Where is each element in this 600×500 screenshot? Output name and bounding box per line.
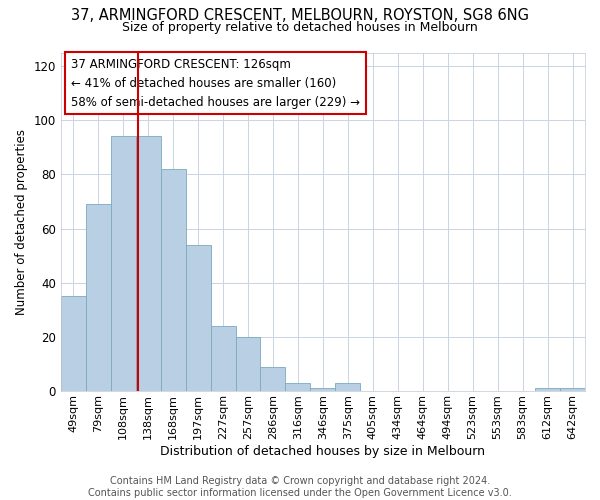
Bar bbox=[236, 337, 260, 391]
Y-axis label: Number of detached properties: Number of detached properties bbox=[15, 129, 28, 315]
Text: Size of property relative to detached houses in Melbourn: Size of property relative to detached ho… bbox=[122, 22, 478, 35]
Bar bbox=[310, 388, 335, 391]
Bar bbox=[185, 245, 211, 391]
Bar bbox=[335, 383, 361, 391]
Bar bbox=[136, 136, 161, 391]
Text: Contains HM Land Registry data © Crown copyright and database right 2024.
Contai: Contains HM Land Registry data © Crown c… bbox=[88, 476, 512, 498]
Bar bbox=[535, 388, 560, 391]
Bar bbox=[560, 388, 585, 391]
Text: 37 ARMINGFORD CRESCENT: 126sqm
← 41% of detached houses are smaller (160)
58% of: 37 ARMINGFORD CRESCENT: 126sqm ← 41% of … bbox=[71, 58, 360, 108]
Bar bbox=[211, 326, 236, 391]
X-axis label: Distribution of detached houses by size in Melbourn: Distribution of detached houses by size … bbox=[160, 444, 485, 458]
Bar bbox=[111, 136, 136, 391]
Bar bbox=[86, 204, 111, 391]
Bar bbox=[61, 296, 86, 391]
Text: 37, ARMINGFORD CRESCENT, MELBOURN, ROYSTON, SG8 6NG: 37, ARMINGFORD CRESCENT, MELBOURN, ROYST… bbox=[71, 8, 529, 22]
Bar bbox=[161, 169, 185, 391]
Bar bbox=[286, 383, 310, 391]
Bar bbox=[260, 366, 286, 391]
